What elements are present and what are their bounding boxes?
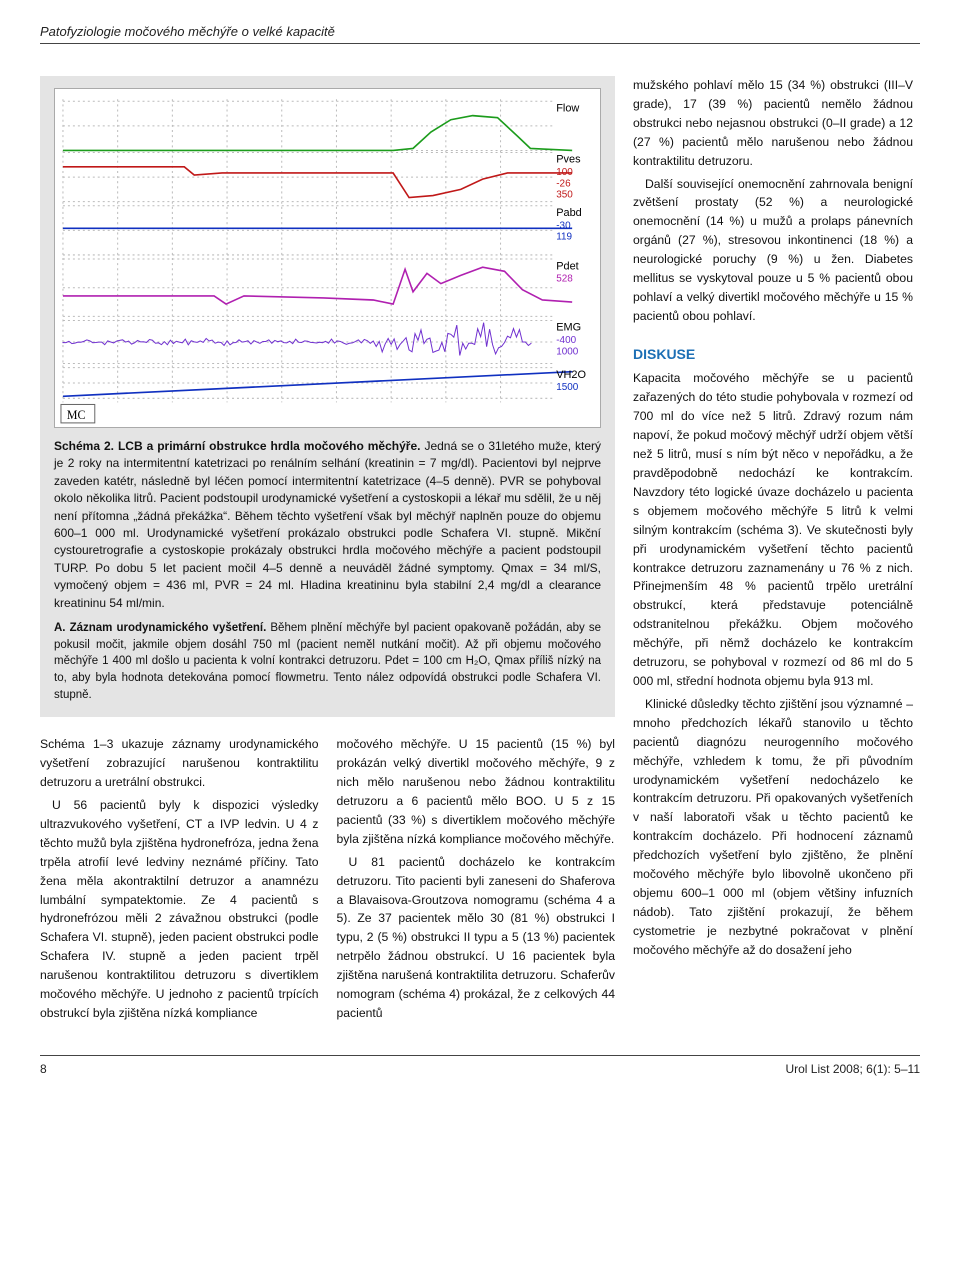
para: močového měchýře. U 15 pacientů (15 %) b… — [337, 735, 616, 848]
svg-text:MC: MC — [67, 408, 86, 422]
svg-text:350: 350 — [556, 189, 573, 200]
svg-text:VH2O: VH2O — [556, 369, 586, 381]
figure-2-box: Flow Pves100-26350 Pabd-30119 Pdet528 EMG-40… — [40, 76, 615, 717]
lower-col-2: močového měchýře. U 15 pacientů (15 %) b… — [337, 735, 616, 1027]
para: U 81 pacientů docházelo ke kontrakcím de… — [337, 853, 616, 1023]
svg-text:119: 119 — [556, 231, 572, 242]
svg-text:528: 528 — [556, 273, 573, 284]
svg-text:EMG: EMG — [556, 322, 581, 334]
left-column: Flow Pves100-26350 Pabd-30119 Pdet528 EMG-40… — [40, 76, 615, 1027]
para: Schéma 1–3 ukazuje záznamy urodynamickéh… — [40, 735, 319, 792]
lower-col-1: Schéma 1–3 ukazuje záznamy urodynamickéh… — [40, 735, 319, 1027]
main-columns: Flow Pves100-26350 Pabd-30119 Pdet528 EMG-40… — [40, 76, 920, 1027]
para: Kapacita močového měchýře se u pacientů … — [633, 369, 913, 690]
para: U 56 pacientů byly k dispozici výsledky … — [40, 796, 319, 1023]
page-header: Patofyziologie močového měchýře o velké … — [40, 24, 920, 44]
section-heading-discussion: DISKUSE — [633, 344, 913, 366]
svg-text:1000: 1000 — [556, 346, 578, 357]
caption-body: Jedná se o 31letého muže, který je 2 rok… — [54, 439, 601, 610]
para: Klinické důsledky těchto zjištění jsou v… — [633, 695, 913, 960]
svg-text:Pdet: Pdet — [556, 260, 578, 272]
journal-ref: Urol List 2008; 6(1): 5–11 — [785, 1062, 920, 1076]
para: mužského pohlaví mělo 15 (34 %) obstrukc… — [633, 76, 913, 171]
svg-text:-26: -26 — [556, 178, 571, 189]
caption-sub-bold: A. Záznam urodynamického vyšetření. — [54, 622, 270, 634]
svg-text:Pves: Pves — [556, 154, 581, 166]
svg-text:1500: 1500 — [556, 382, 578, 393]
svg-text:Pabd: Pabd — [556, 207, 582, 219]
page-footer: 8 Urol List 2008; 6(1): 5–11 — [40, 1055, 920, 1076]
para: Další související onemocnění zahrnovala … — [633, 175, 913, 326]
page-number: 8 — [40, 1062, 47, 1076]
svg-text:100: 100 — [556, 167, 573, 178]
figure-caption-sub: A. Záznam urodynamického vyšetření. Běhe… — [54, 620, 601, 703]
lower-text-columns: Schéma 1–3 ukazuje záznamy urodynamickéh… — [40, 735, 615, 1027]
figure-caption-main: Schéma 2. LCB a primární obstrukce hrdla… — [54, 438, 601, 612]
urodynamic-chart: Flow Pves100-26350 Pabd-30119 Pdet528 EMG-40… — [54, 88, 601, 428]
svg-text:Flow: Flow — [556, 102, 580, 114]
right-column: mužského pohlaví mělo 15 (34 %) obstrukc… — [633, 76, 913, 1027]
svg-text:-400: -400 — [556, 335, 576, 346]
svg-text:-30: -30 — [556, 220, 571, 231]
caption-bold: Schéma 2. LCB a primární obstrukce hrdla… — [54, 439, 424, 453]
